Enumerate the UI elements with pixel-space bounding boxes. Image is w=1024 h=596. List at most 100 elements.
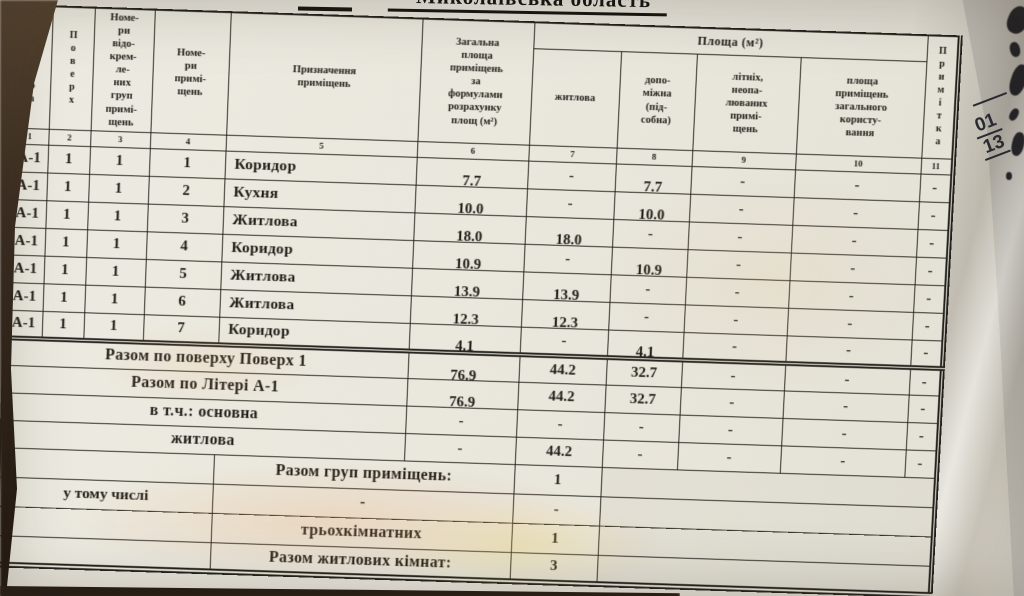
cell: 7.7	[614, 163, 692, 194]
cell: 3	[146, 203, 224, 234]
cell: -	[919, 173, 953, 203]
cell	[0, 535, 211, 572]
col-header-summer: літніх, неопа- люваних примі- щень	[692, 53, 801, 154]
col-header-poverh: Поверх	[48, 6, 95, 131]
cell: -	[525, 188, 615, 219]
cell: 2	[147, 175, 225, 207]
cell: 44.2	[514, 436, 604, 467]
cell: -	[907, 394, 941, 424]
cell: 7	[142, 314, 220, 345]
cell: 44.2	[517, 381, 606, 413]
floor-area-table: Літера Поверх Номе- ри відо- крем- ле- н…	[0, 4, 963, 596]
cell: 6	[143, 286, 221, 317]
cell: 1	[85, 256, 146, 287]
cell: 1	[83, 312, 144, 342]
cell-value: 10.9	[635, 261, 663, 277]
cell: -	[908, 367, 942, 396]
ink-mark	[1007, 106, 1021, 123]
cell: -	[676, 441, 782, 473]
cell: -	[913, 284, 947, 313]
cell: -	[678, 414, 783, 446]
cell-value: 1	[513, 464, 602, 497]
cell-value: 3	[509, 552, 598, 585]
cell: -	[790, 224, 918, 257]
cell: -	[792, 197, 920, 229]
table-sheet: Літера Поверх Номе- ри відо- крем- ле- н…	[0, 4, 963, 596]
cell: -	[608, 301, 685, 332]
col-header-total-area: Загальна площа приміщень за формулами ро…	[417, 18, 535, 145]
cell: -	[519, 326, 609, 358]
handwriting-marks	[984, 0, 1024, 215]
cell: -	[601, 439, 679, 470]
cell: -	[904, 449, 938, 478]
cell: -	[905, 422, 939, 451]
cell: -	[609, 274, 687, 305]
cell: -	[781, 417, 908, 450]
cell: -	[779, 445, 906, 477]
cell: -	[687, 221, 793, 253]
cell: 5	[144, 258, 222, 290]
cell: -	[683, 304, 789, 336]
cell: -	[788, 280, 915, 312]
ink-mark	[1003, 3, 1024, 37]
cell: -	[914, 256, 948, 286]
cell: -	[603, 412, 680, 442]
cell: 76.9	[406, 378, 519, 410]
col-header-group-numbers: Номе- ри відо- крем- ле- них груп примі-…	[90, 7, 155, 133]
cell: -	[679, 387, 784, 418]
ink-mark	[1006, 172, 1012, 180]
ink-mark	[1006, 62, 1024, 98]
cell: -	[911, 311, 945, 341]
cell: 1	[43, 255, 87, 285]
cell: 10.9	[610, 246, 688, 277]
cell: 4.1	[606, 329, 684, 360]
cell: 10.0	[613, 191, 691, 222]
cell-value: 10.0	[637, 206, 665, 222]
cell-value: 1	[510, 522, 600, 555]
cell: -	[785, 335, 912, 368]
cell: -	[684, 276, 790, 308]
cell: 4.1	[408, 322, 521, 355]
cell: 1	[87, 201, 148, 232]
cell-value: 13.9	[552, 286, 580, 302]
cell-value: -	[512, 493, 601, 526]
cell: 1	[44, 227, 88, 257]
cell: 18.0	[524, 216, 614, 247]
cell: -	[916, 228, 950, 258]
col-header-common: площа приміщень загального користу- ванн…	[795, 57, 927, 158]
cell: 1	[84, 284, 145, 315]
cell: -	[782, 390, 909, 423]
cell: -	[680, 359, 786, 391]
cell-value: 12.3	[551, 314, 579, 330]
cell: 1	[45, 200, 89, 230]
cell: -	[786, 307, 914, 340]
cell: -	[527, 160, 616, 192]
cell: -	[523, 243, 613, 275]
col-header-auxiliary: допо- міжна (під- собна)	[616, 51, 697, 151]
cell: 44.2	[518, 354, 607, 385]
ink-mark	[1009, 131, 1024, 157]
cell: 1	[46, 172, 90, 202]
cell: -	[789, 252, 917, 285]
cell: -	[690, 165, 796, 198]
cell: 1	[41, 310, 85, 340]
cell: 13.9	[522, 271, 611, 302]
cell: -	[403, 433, 517, 465]
cell: -	[405, 405, 518, 437]
cell: 1	[148, 148, 226, 179]
column-number: 3	[90, 130, 151, 149]
cell: 10.0	[414, 184, 528, 217]
cell: 7.7	[415, 156, 529, 189]
col-header-purpose: Призначення приміщень	[226, 12, 423, 141]
cell: -	[793, 169, 921, 202]
cell: 18.0	[413, 212, 526, 244]
cell: -	[686, 249, 791, 281]
cell: 1	[89, 146, 150, 176]
cell: -	[917, 201, 951, 231]
cell: 12.3	[409, 295, 523, 327]
col-header-note: Примітка	[921, 35, 960, 159]
cell: 32.7	[604, 384, 681, 415]
cell: 1	[86, 229, 147, 259]
cell: 1	[42, 283, 86, 313]
cell: 32.7	[605, 357, 683, 388]
